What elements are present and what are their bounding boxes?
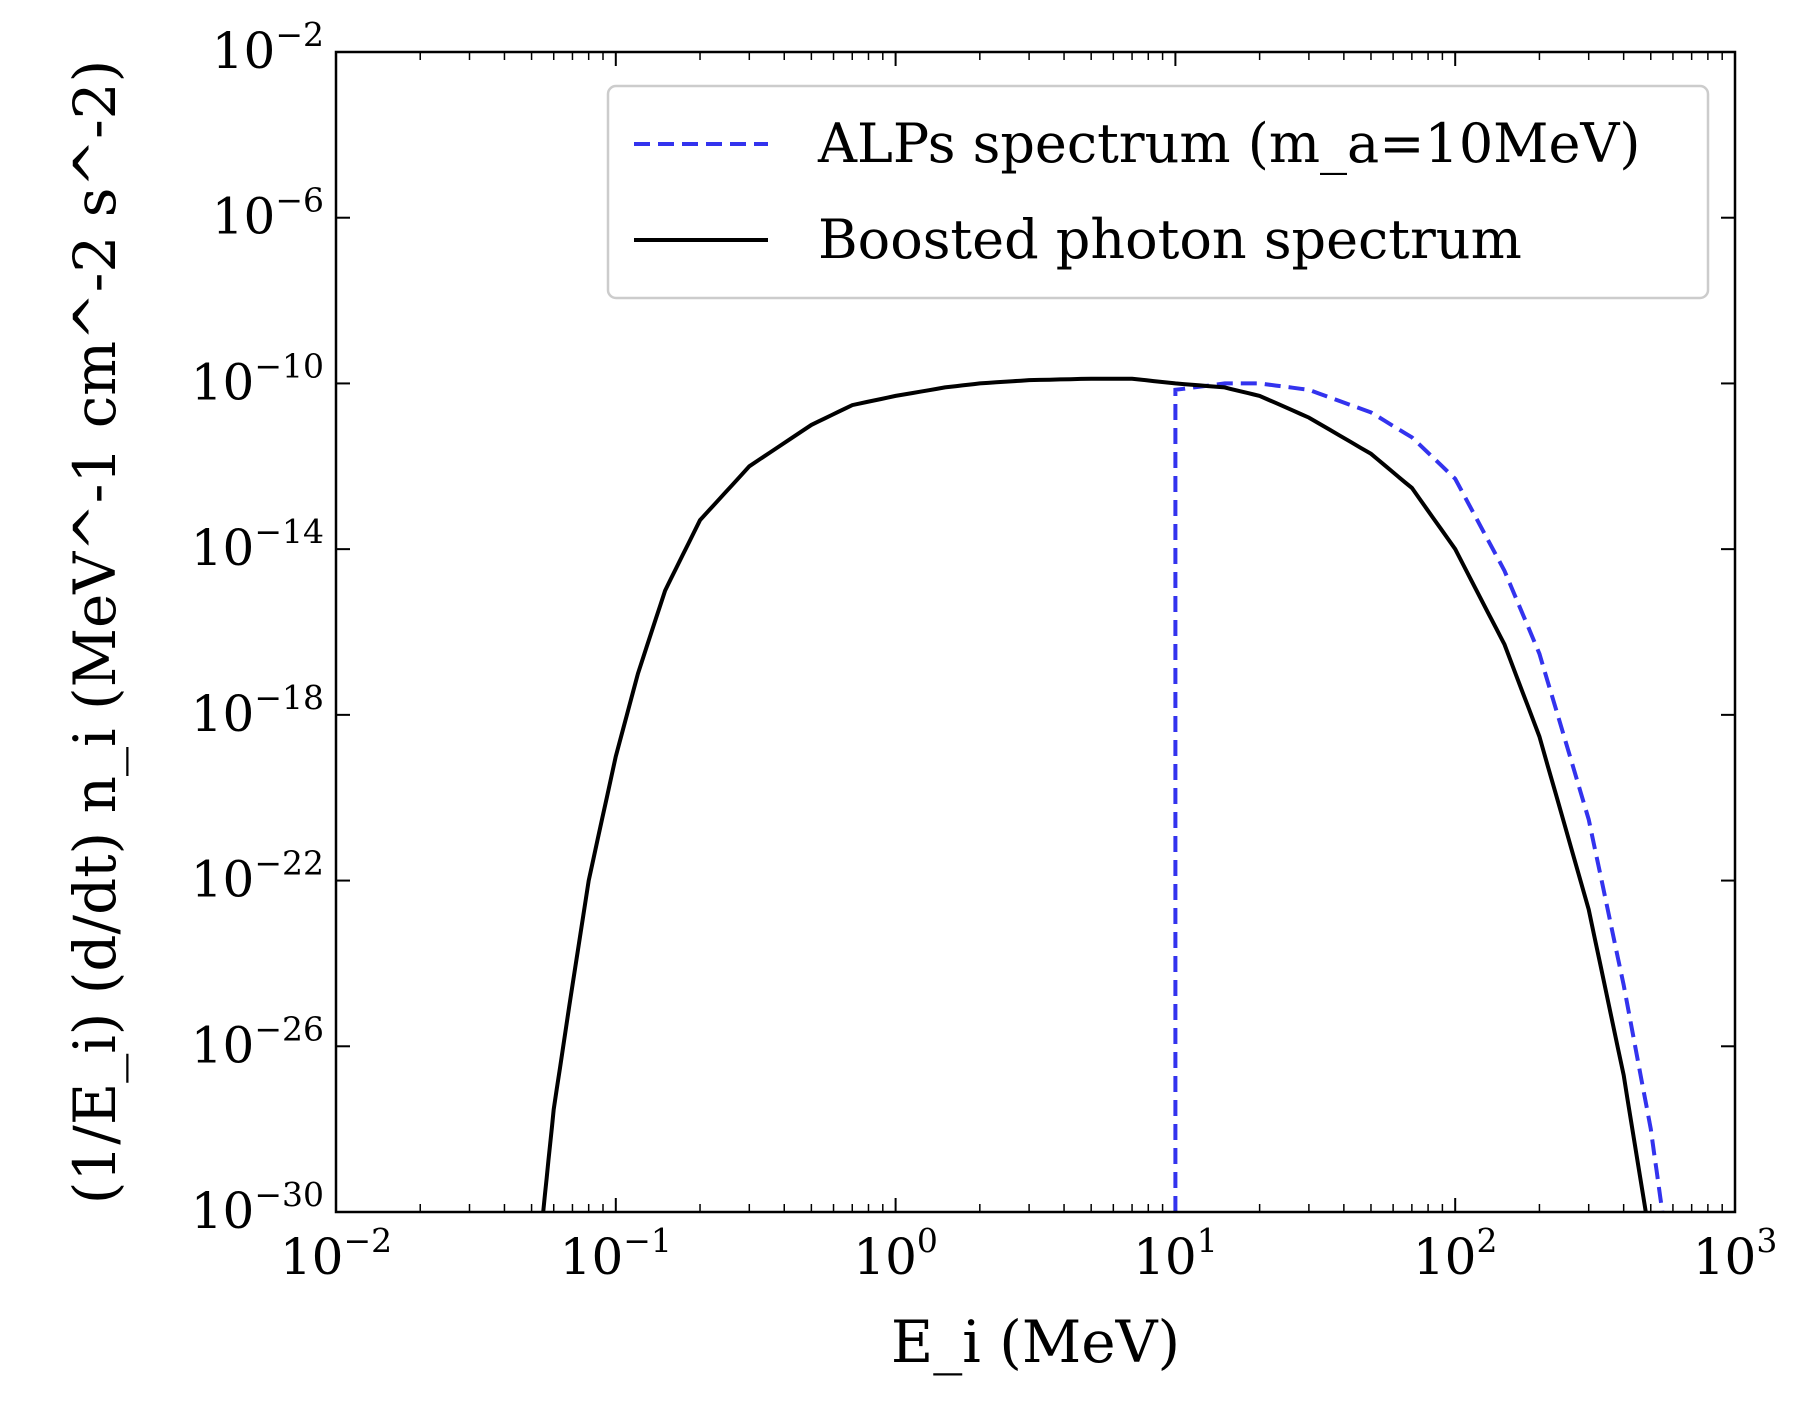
axis-labels: E_i (MeV) (1/E_i) (d/dt) n_i (MeV^-1 cm^-… xyxy=(61,60,1180,1376)
plot-frame xyxy=(334,50,1737,1214)
legend-label: Boosted photon spectrum xyxy=(818,208,1522,271)
x-tick-label: 10−2 xyxy=(280,1221,392,1286)
minor-ticks xyxy=(419,52,1723,1212)
y-tick-label: 10−14 xyxy=(191,512,324,577)
series-layer xyxy=(541,376,1665,1212)
y-tick-label: 10−30 xyxy=(191,1175,324,1240)
y-tick-label: 10−26 xyxy=(191,1009,324,1074)
y-tick-label: 10−2 xyxy=(212,15,324,80)
y-tick-label: 10−10 xyxy=(191,346,324,411)
series-line-1 xyxy=(1173,381,1665,1212)
tick-labels: 10−2 10−1 100 101 102 103 10−2 10−6 10−10 10−14 10… xyxy=(191,15,1778,1286)
x-tick-label: 10−1 xyxy=(560,1221,672,1286)
y-tick-label: 10−18 xyxy=(191,678,324,743)
series-line-2 xyxy=(541,376,1648,1212)
x-tick-label: 101 xyxy=(1133,1221,1218,1286)
x-tick-label: 103 xyxy=(1693,1221,1778,1286)
legend-box xyxy=(606,84,1710,300)
y-tick-label: 10−22 xyxy=(191,844,324,909)
x-axis-label: E_i (MeV) xyxy=(891,1308,1180,1376)
x-tick-label: 100 xyxy=(853,1221,938,1286)
legend: ALPs spectrum (m_a=10MeV) Boosted photon … xyxy=(606,84,1710,300)
legend-label: ALPs spectrum (m_a=10MeV) xyxy=(817,112,1641,175)
x-tick-label: 102 xyxy=(1413,1221,1498,1286)
y-axis-label: (1/E_i) (d/dt) n_i (MeV^-1 cm^-2 s^-2) xyxy=(61,60,129,1204)
y-tick-label: 10−6 xyxy=(212,181,324,246)
